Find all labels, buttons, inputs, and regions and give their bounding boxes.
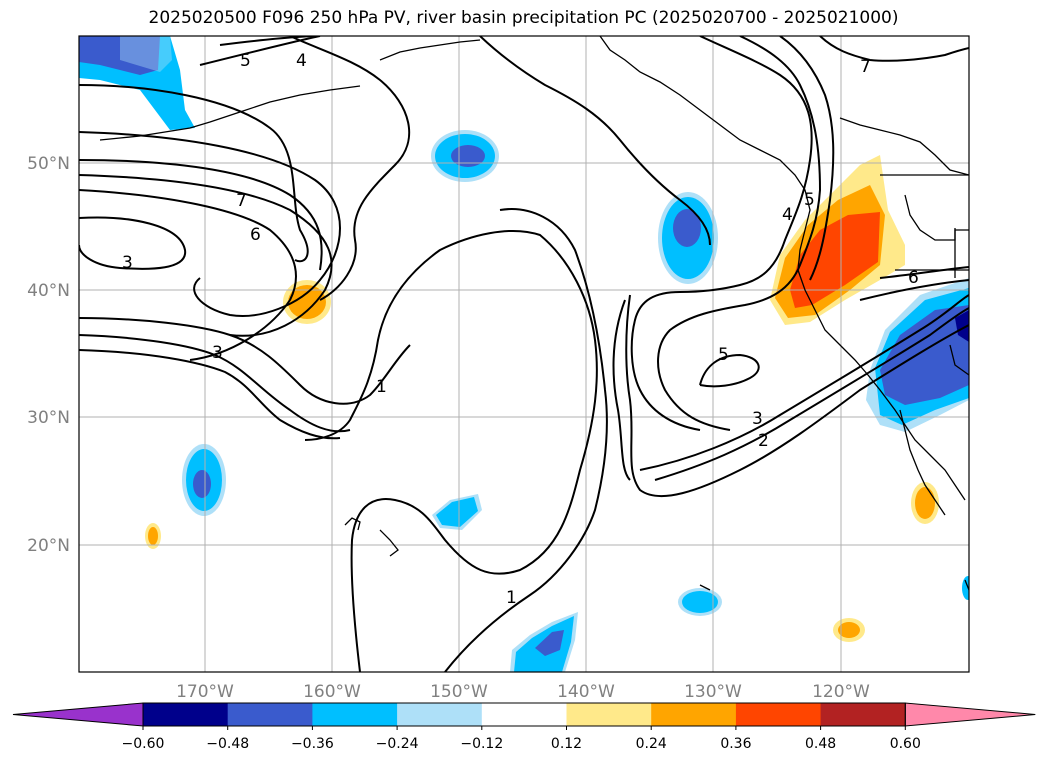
lat-label-30n: 30°N bbox=[27, 408, 70, 428]
colorbar-tick-label: −0.36 bbox=[291, 736, 334, 752]
gridlines bbox=[79, 36, 969, 672]
colorbar: −0.60 −0.48 −0.36 −0.24 −0.12 0.12 0.24 0.36 0.4… bbox=[12, 702, 1036, 752]
lat-label-50n: 50°N bbox=[27, 154, 70, 174]
contour-label: 6 bbox=[908, 268, 919, 288]
lon-label-160w: 160°W bbox=[303, 682, 361, 702]
lon-label-140w: 140°W bbox=[557, 682, 615, 702]
coastlines bbox=[99, 36, 969, 591]
lat-label-20n: 20°N bbox=[27, 536, 70, 556]
colorbar-extend-low bbox=[12, 702, 144, 727]
colorbar-tick-label: −0.48 bbox=[206, 736, 249, 752]
colorbar-tick-label: −0.12 bbox=[460, 736, 503, 752]
colorbar-frame bbox=[142, 702, 906, 727]
colorbar-tick-label: 0.48 bbox=[805, 736, 836, 752]
colorbar-segment bbox=[651, 703, 737, 726]
contour-label: 4 bbox=[296, 51, 307, 71]
contour-label: 3 bbox=[752, 409, 763, 429]
longitude-labels: 170°W 160°W 150°W 140°W 130°W 120°W bbox=[176, 682, 870, 702]
contour-label: 7 bbox=[860, 57, 871, 77]
contour-label: 5 bbox=[240, 51, 251, 71]
map-frame bbox=[78, 35, 970, 673]
contour-label: 1 bbox=[506, 588, 517, 608]
colorbar-segment bbox=[227, 703, 313, 726]
colorbar-segment bbox=[312, 703, 398, 726]
lon-label-170w: 170°W bbox=[176, 682, 234, 702]
colorbar-tick-label: 0.36 bbox=[720, 736, 751, 752]
colorbar-tick-label: 0.24 bbox=[636, 736, 667, 752]
colorbar-segment bbox=[820, 703, 906, 726]
colorbar-segment bbox=[397, 703, 483, 726]
colorbar-segment bbox=[566, 703, 652, 726]
colorbar-tick-label: 0.12 bbox=[551, 736, 582, 752]
contour-label: 3 bbox=[212, 343, 223, 363]
lon-label-130w: 130°W bbox=[684, 682, 742, 702]
colorbar-extend-high bbox=[904, 702, 1036, 727]
latitude-labels: 50°N 40°N 30°N 20°N bbox=[27, 154, 70, 556]
lon-label-150w: 150°W bbox=[430, 682, 488, 702]
contour-label: 6 bbox=[250, 225, 261, 245]
pv-contours bbox=[79, 36, 969, 672]
map-title: 2025020500 F096 250 hPa PV, river basin … bbox=[148, 8, 899, 28]
contour-label: 3 bbox=[122, 253, 133, 273]
lon-label-120w: 120°W bbox=[812, 682, 870, 702]
contour-label: 4 bbox=[782, 205, 793, 225]
contour-label: 5 bbox=[804, 190, 815, 210]
colorbar-tick-label: −0.24 bbox=[376, 736, 419, 752]
contour-label: 7 bbox=[236, 191, 247, 211]
colorbar-tick-label: −0.60 bbox=[122, 736, 165, 752]
colorbar-segment bbox=[481, 703, 567, 726]
contour-label: 1 bbox=[376, 377, 387, 397]
contour-label: 5 bbox=[718, 345, 729, 365]
lat-label-40n: 40°N bbox=[27, 281, 70, 301]
contour-label: 2 bbox=[758, 431, 769, 451]
colorbar-segment bbox=[735, 703, 822, 726]
colorbar-tick-label: 0.60 bbox=[890, 736, 921, 752]
colorbar-segment bbox=[143, 703, 229, 726]
contour-labels: 5 4 7 6 3 3 1 5 4 5 6 3 2 1 7 bbox=[122, 51, 919, 608]
